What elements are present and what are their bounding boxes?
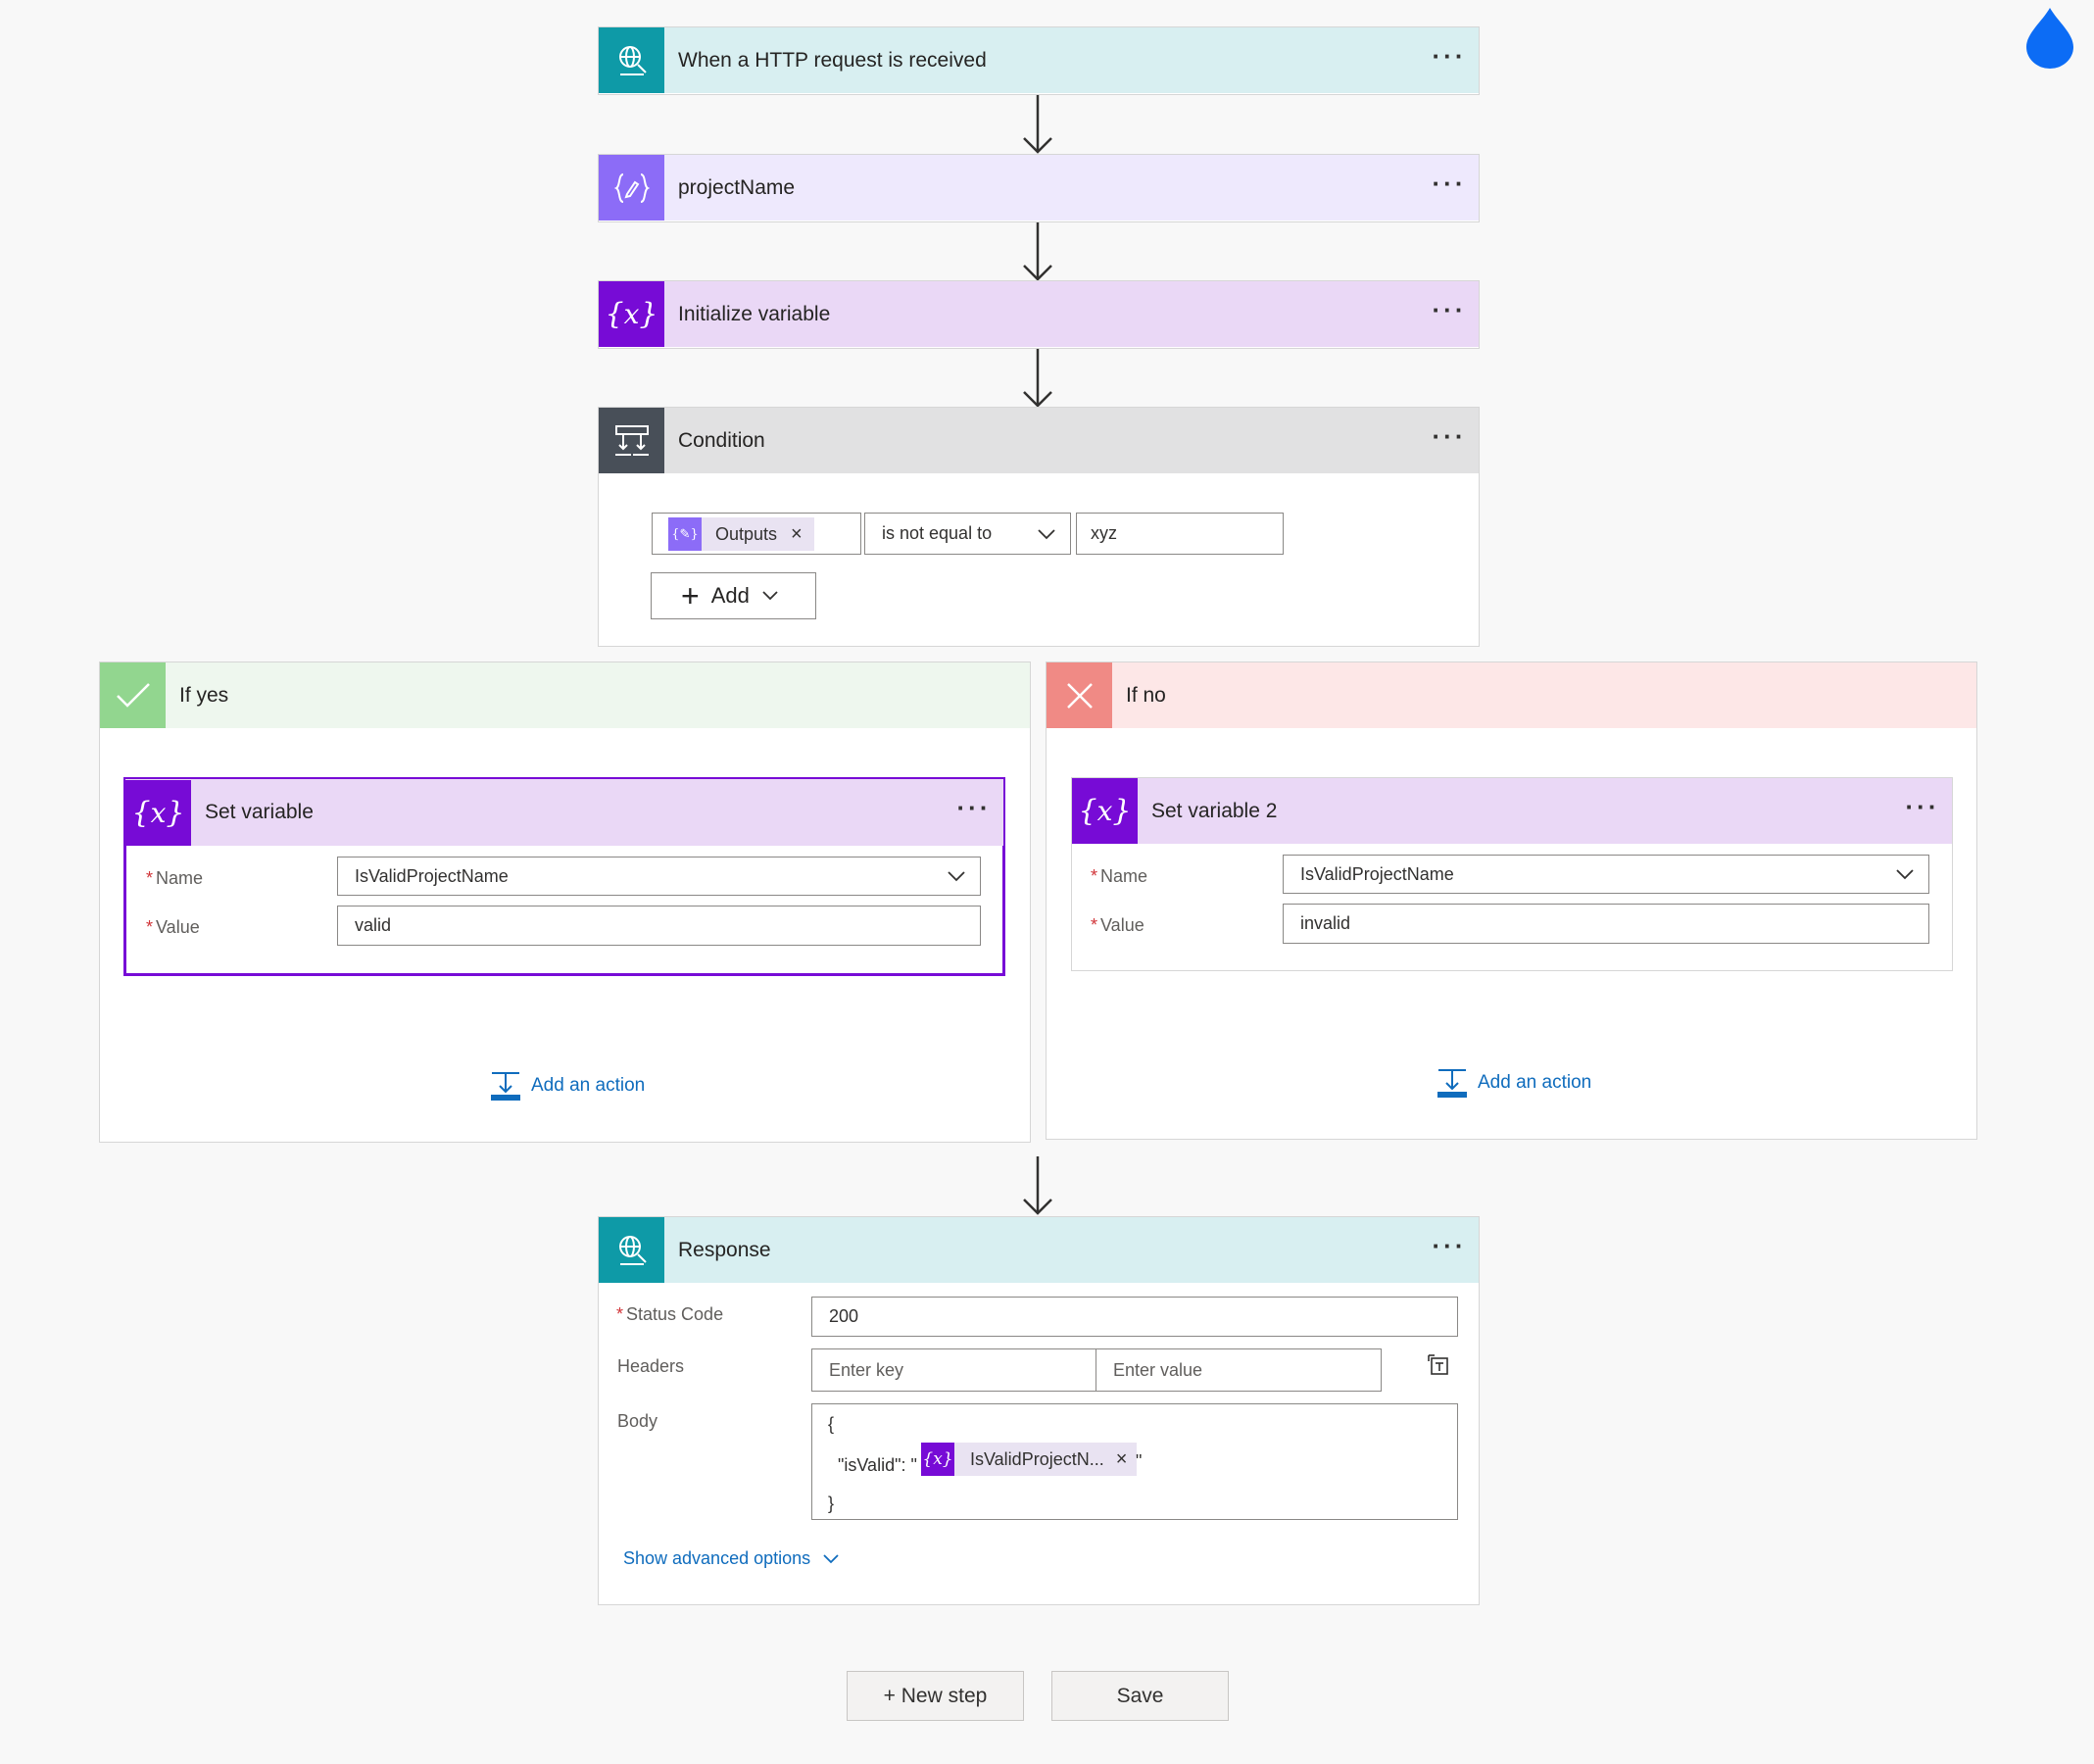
- save-button[interactable]: Save: [1051, 1671, 1229, 1721]
- set-variable-more-button[interactable]: ···: [956, 793, 992, 822]
- close-icon: [1047, 662, 1112, 728]
- header-value-placeholder: Enter value: [1113, 1359, 1203, 1380]
- variable-name-select[interactable]: IsValidProjectName: [337, 857, 981, 896]
- header-key-placeholder: Enter key: [829, 1359, 904, 1380]
- body-open-brace: {: [828, 1414, 835, 1434]
- show-advanced-options-label: Show advanced options: [623, 1548, 811, 1568]
- add-action-icon: [1437, 1069, 1467, 1098]
- compose-card[interactable]: projectName ···: [598, 154, 1480, 222]
- body-close-brace: }: [828, 1494, 835, 1513]
- chevron-down-icon: [823, 1553, 839, 1563]
- set-variable-card[interactable]: {x} Set variable ··· * Name IsValidProjec…: [123, 777, 1005, 976]
- body-key-text: "isValid": ": [838, 1455, 917, 1475]
- add-condition-label: Add: [710, 583, 750, 608]
- isvalid-token-label: IsValidProjectN...: [970, 1448, 1104, 1469]
- outputs-token-label: Outputs: [715, 523, 778, 544]
- connector-arrow: [1023, 95, 1052, 154]
- right-operand-value: xyz: [1091, 523, 1117, 543]
- body-input[interactable]: { "isValid": " {x} IsValidProjectN... × …: [811, 1403, 1458, 1520]
- if-no-title: If no: [1126, 683, 1166, 707]
- variable-icon: {x}: [1072, 778, 1138, 844]
- name-label: * Name: [1091, 866, 1148, 886]
- add-action-label: Add an action: [1478, 1072, 1592, 1093]
- variable-value-input[interactable]: valid: [337, 906, 981, 946]
- operator-value: is not equal to: [882, 523, 993, 543]
- new-step-button[interactable]: + New step: [847, 1671, 1024, 1721]
- switch-to-text-mode-icon[interactable]: [1427, 1353, 1452, 1379]
- set-variable-2-card[interactable]: {x} Set variable 2 ··· * Name IsValidProj…: [1071, 777, 1953, 971]
- response-more-button[interactable]: ···: [1432, 1230, 1467, 1260]
- condition-more-button[interactable]: ···: [1432, 420, 1467, 451]
- add-condition-button[interactable]: + Add: [651, 572, 816, 619]
- variable-value-text: valid: [355, 915, 392, 935]
- set-variable-title: Set variable: [205, 801, 314, 823]
- connector-arrow: [1023, 222, 1052, 281]
- add-action-button[interactable]: Add an action: [490, 1070, 645, 1102]
- header-value-input[interactable]: Enter value: [1096, 1348, 1382, 1392]
- add-action-label: Add an action: [531, 1075, 646, 1096]
- variable-icon: {x}: [125, 779, 191, 846]
- headers-label: Headers: [617, 1356, 685, 1376]
- condition-operator-select[interactable]: is not equal to: [864, 513, 1071, 555]
- value-label: * Value: [146, 917, 200, 937]
- if-yes-title: If yes: [179, 683, 229, 707]
- add-action-icon: [491, 1072, 520, 1101]
- body-closing-quote: ": [1136, 1451, 1143, 1471]
- outputs-token[interactable]: {✎} Outputs ×: [668, 517, 814, 551]
- chevron-down-icon: [1038, 528, 1055, 539]
- connector-arrow: [1023, 1156, 1052, 1215]
- compose-icon: [599, 155, 664, 220]
- chevron-down-icon: [948, 871, 965, 882]
- compose-more-button[interactable]: ···: [1432, 168, 1467, 198]
- value-label: * Value: [1091, 915, 1144, 935]
- condition-card[interactable]: Condition ··· {✎} Outputs × is not equal…: [598, 407, 1480, 647]
- chevron-down-icon: [762, 591, 778, 601]
- globe-request-icon: [599, 27, 664, 93]
- name-label: * Name: [146, 868, 204, 888]
- variable-name-select[interactable]: IsValidProjectName: [1283, 855, 1929, 894]
- condition-title: Condition: [678, 428, 765, 452]
- if-yes-branch: If yes {x} Set variable ··· * Name IsVali…: [99, 662, 1031, 1143]
- remove-token-icon[interactable]: ×: [791, 522, 803, 545]
- if-no-branch: If no {x} Set variable 2 ··· * Name IsVal…: [1046, 662, 1977, 1140]
- status-code-label: * Status Code: [616, 1304, 724, 1324]
- status-code-value: 200: [829, 1306, 859, 1326]
- header-key-input[interactable]: Enter key: [811, 1348, 1097, 1392]
- trigger-title: When a HTTP request is received: [678, 48, 987, 72]
- variable-value-text: invalid: [1300, 913, 1351, 933]
- variable-value-input[interactable]: invalid: [1283, 904, 1929, 944]
- condition-right-operand[interactable]: xyz: [1076, 513, 1284, 555]
- check-icon: [100, 662, 166, 728]
- globe-response-icon: [599, 1217, 664, 1283]
- response-card[interactable]: Response ··· * Status Code 200 Headers En…: [598, 1216, 1480, 1605]
- condition-left-operand[interactable]: {✎} Outputs ×: [652, 513, 861, 555]
- init-variable-more-button[interactable]: ···: [1432, 294, 1467, 324]
- variable-name-value: IsValidProjectName: [1300, 863, 1454, 884]
- trigger-more-button[interactable]: ···: [1432, 40, 1467, 71]
- init-variable-card[interactable]: {x} Initialize variable ···: [598, 280, 1480, 349]
- init-variable-title: Initialize variable: [678, 302, 831, 325]
- variable-icon: {x}: [921, 1443, 954, 1476]
- status-code-input[interactable]: 200: [811, 1297, 1458, 1337]
- compose-title: projectName: [678, 175, 796, 199]
- connector-arrow: [1023, 349, 1052, 408]
- show-advanced-options-link[interactable]: Show advanced options: [623, 1548, 840, 1569]
- condition-icon: [599, 408, 664, 473]
- variable-icon: {x}: [599, 281, 664, 347]
- set-variable-2-more-button[interactable]: ···: [1905, 791, 1940, 821]
- chevron-down-icon: [1896, 869, 1914, 880]
- set-variable-2-title: Set variable 2: [1151, 799, 1278, 822]
- body-label: Body: [617, 1411, 658, 1431]
- plus-icon: +: [681, 578, 700, 613]
- variable-name-value: IsValidProjectName: [355, 865, 509, 886]
- droplet-icon: [2022, 6, 2077, 69]
- trigger-card[interactable]: When a HTTP request is received ···: [598, 26, 1480, 95]
- compose-icon: {✎}: [668, 517, 702, 551]
- remove-token-icon[interactable]: ×: [1115, 1447, 1128, 1470]
- isvalid-token[interactable]: {x} IsValidProjectN... ×: [921, 1443, 1138, 1476]
- add-action-button[interactable]: Add an action: [1437, 1067, 1591, 1099]
- response-title: Response: [678, 1238, 771, 1261]
